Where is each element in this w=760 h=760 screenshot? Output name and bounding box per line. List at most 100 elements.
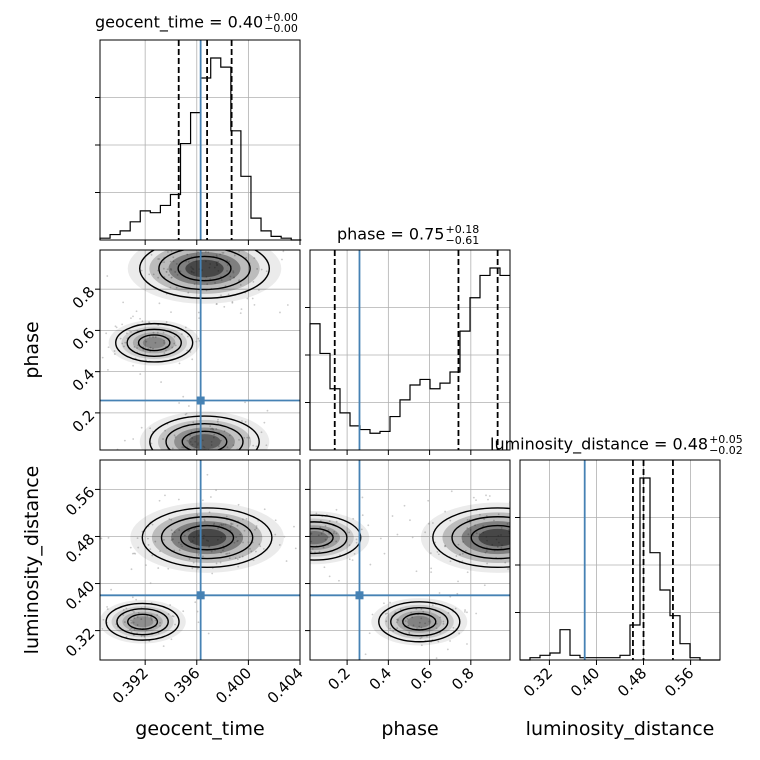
scatter-point <box>132 621 135 624</box>
scatter-point <box>435 657 438 660</box>
scatter-point <box>166 251 169 253</box>
scatter-point <box>169 245 171 247</box>
scatter-point <box>141 242 143 244</box>
density-level <box>130 502 284 573</box>
hist-bin <box>500 275 510 450</box>
scatter-point <box>150 617 153 620</box>
scatter-point <box>205 456 207 458</box>
scatter-point <box>180 543 182 546</box>
scatter-point <box>169 604 172 606</box>
scatter-point <box>461 560 464 563</box>
scatter-point <box>186 253 189 256</box>
scatter-point <box>420 636 423 639</box>
hist-panel-geocent-time <box>95 39 302 245</box>
scatter-point <box>92 612 94 614</box>
scatter-point <box>493 519 495 522</box>
scatter-point <box>322 530 325 533</box>
density-level <box>174 427 235 450</box>
title-phase-minus: −0.61 <box>445 234 480 247</box>
scatter-point <box>193 527 196 530</box>
scatter-point <box>223 305 226 308</box>
scatter-point <box>392 630 395 633</box>
scatter-point <box>195 260 198 263</box>
scatter-point <box>210 550 213 553</box>
scatter-point <box>82 617 84 619</box>
scatter-point <box>195 340 198 343</box>
scatter-point <box>187 291 190 294</box>
scatter-point <box>495 538 498 541</box>
scatter-point <box>181 545 184 548</box>
scatter-point <box>256 268 259 270</box>
scatter-point <box>195 446 198 449</box>
scatter-point <box>246 297 249 300</box>
scatter-point <box>386 612 389 615</box>
hist-bin <box>470 298 480 450</box>
scatter-point <box>258 543 261 546</box>
scatter-point <box>361 514 364 517</box>
scatter-point <box>307 554 309 556</box>
scatter-point <box>260 268 263 271</box>
scatter-point <box>428 628 431 631</box>
scatter-point <box>192 421 195 424</box>
hist-bin <box>350 426 360 450</box>
scatter-point <box>485 535 488 538</box>
scatter-point <box>162 267 165 270</box>
scatter-point <box>435 627 438 630</box>
scatter-point <box>217 527 219 530</box>
scatter-point <box>438 592 441 594</box>
scatter-point <box>191 567 194 570</box>
scatter-point <box>513 530 515 532</box>
hist-bin <box>630 625 640 660</box>
scatter-point <box>274 533 277 536</box>
scatter-point <box>282 250 285 253</box>
scatter-point <box>190 266 192 268</box>
scatter-point <box>147 544 150 546</box>
scatter-point <box>196 567 199 570</box>
scatter-point <box>456 592 459 595</box>
scatter-point <box>184 247 186 249</box>
contour-line <box>310 521 348 555</box>
scatter-point <box>318 550 321 553</box>
scatter-point <box>484 551 487 554</box>
scatter-point <box>248 436 251 439</box>
scatter-point <box>193 536 195 538</box>
title-geocent-time: geocent_time = 0.40 +0.00 −0.00 <box>95 12 298 34</box>
scatter-point <box>229 525 232 528</box>
scatter-point <box>202 555 204 558</box>
scatter-point <box>175 286 178 289</box>
scatter-point <box>385 620 388 623</box>
scatter-point <box>323 566 326 569</box>
hist-bin <box>251 218 261 240</box>
scatter-point <box>216 538 219 541</box>
axis-label-x-luminosity-distance: luminosity_distance <box>526 718 715 740</box>
scatter-point <box>157 324 160 326</box>
scatter-point <box>239 284 242 286</box>
scatter-point <box>181 446 184 449</box>
scatter-point <box>239 533 242 536</box>
scatter-point <box>172 615 175 618</box>
scatter-point <box>140 635 143 638</box>
scatter-point <box>159 624 161 627</box>
scatter-point <box>482 525 485 528</box>
scatter-point <box>157 567 160 569</box>
scatter-point <box>424 622 427 625</box>
scatter-point <box>187 450 189 452</box>
scatter-point <box>411 616 414 619</box>
scatter-point <box>197 534 200 537</box>
scatter-point <box>149 346 152 349</box>
scatter-point <box>174 623 176 626</box>
scatter-point <box>455 555 458 557</box>
scatter-point <box>228 557 231 560</box>
scatter-point <box>154 540 157 543</box>
scatter-point <box>156 614 159 616</box>
scatter-point <box>101 356 104 359</box>
hist-bin <box>320 353 330 450</box>
tick-label-y-phase: 0.6 <box>69 324 99 354</box>
scatter-point <box>238 438 240 441</box>
scatter-point <box>450 490 453 493</box>
contour-line <box>451 516 510 560</box>
scatter-point <box>324 538 327 541</box>
scatter-point <box>371 613 374 616</box>
hist-bin <box>211 58 221 240</box>
scatter-point <box>444 510 447 513</box>
